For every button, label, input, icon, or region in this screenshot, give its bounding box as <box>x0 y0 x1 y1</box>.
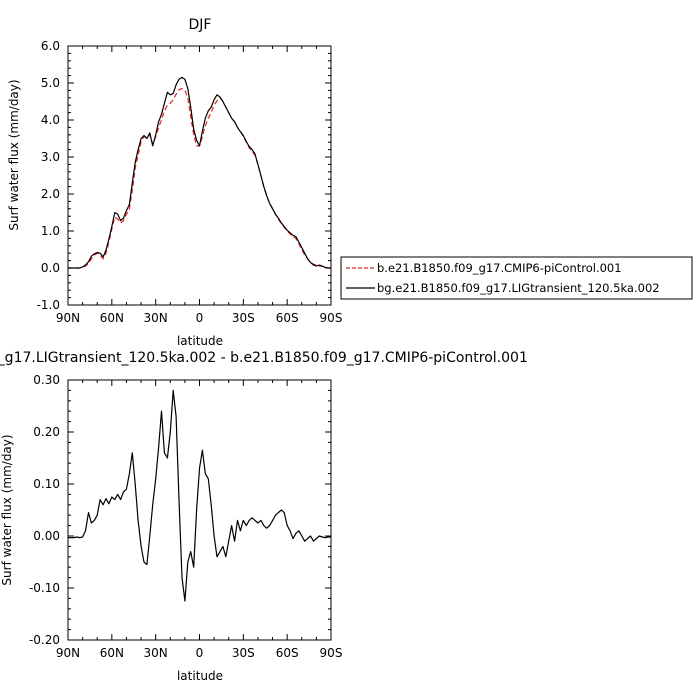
legend-label-series-2: bg.e21.B1850.f09_g17.LIGtransient_120.5k… <box>377 281 660 295</box>
x-tick-label: 30S <box>232 646 255 660</box>
y-tick-label: 6.0 <box>41 39 60 53</box>
x-tick-label: 0 <box>196 646 204 660</box>
y-tick-label: 1.0 <box>41 224 60 238</box>
x-tick-label: 60S <box>276 311 299 325</box>
x-tick-label: 60N <box>100 646 124 660</box>
x-tick-label: 90N <box>56 646 80 660</box>
top-chart-ylabel: Surf water flux (mm/day) <box>7 79 21 230</box>
top-plot-area: -1.0 0.0 1.0 2.0 3.0 4.0 5.0 6.0 90N 60N 30N 0 30S 60… <box>37 39 343 325</box>
x-tick-label: 90S <box>320 311 343 325</box>
y-tick-label: 0.20 <box>33 425 60 439</box>
x-tick-label: 30N <box>144 311 168 325</box>
series-line-2 <box>68 76 331 269</box>
y-tick-label: 4.0 <box>41 113 60 127</box>
y-tick-label: -1.0 <box>37 298 60 312</box>
x-tick-label: 30N <box>144 646 168 660</box>
y-tick-label: 0.0 <box>41 261 60 275</box>
legend-label-series-1: b.e21.B1850.f09_g17.CMIP6-piControl.001 <box>377 261 622 275</box>
x-tick-label: 30S <box>232 311 255 325</box>
x-tick-label: 90N <box>56 311 80 325</box>
bottom-chart: bg.e21.B1850.f09_g17.LIGtransient_120.5k… <box>0 350 528 683</box>
x-tick-label: 0 <box>196 311 204 325</box>
x-tick-label: 60N <box>100 311 124 325</box>
series-line-1 <box>68 87 331 269</box>
bottom-chart-xlabel: latitude <box>177 669 223 683</box>
y-tick-label: -0.20 <box>29 633 60 647</box>
top-chart-xlabel: latitude <box>177 334 223 348</box>
y-tick-label: 0.30 <box>33 373 60 387</box>
plot-frame <box>67 45 332 306</box>
top-chart: DJF Surf water flux (mm/day) latitude -1… <box>7 17 342 348</box>
bottom-chart-title: bg.e21.B1850.f09_g17.LIGtransient_120.5k… <box>0 350 528 366</box>
top-chart-title: DJF <box>189 17 212 33</box>
plot-frame <box>67 379 332 641</box>
y-tick-label: 2.0 <box>41 187 60 201</box>
bottom-plot-area: -0.20 -0.10 0.00 0.10 0.20 0.30 90N 60N 30N 0 30S 6… <box>29 373 343 660</box>
bottom-chart-ylabel: Surf water flux (mm/day) <box>0 434 14 585</box>
y-tick-label: 0.10 <box>33 477 60 491</box>
x-tick-label: 90S <box>320 646 343 660</box>
legend: b.e21.B1850.f09_g17.CMIP6-piControl.001 … <box>340 256 693 300</box>
y-tick-label: 3.0 <box>41 150 60 164</box>
legend-box <box>340 256 693 300</box>
x-tick-label: 60S <box>276 646 299 660</box>
y-tick-label: 0.00 <box>33 529 60 543</box>
series-line-1 <box>68 389 331 602</box>
y-tick-label: -0.10 <box>29 581 60 595</box>
y-tick-label: 5.0 <box>41 76 60 90</box>
